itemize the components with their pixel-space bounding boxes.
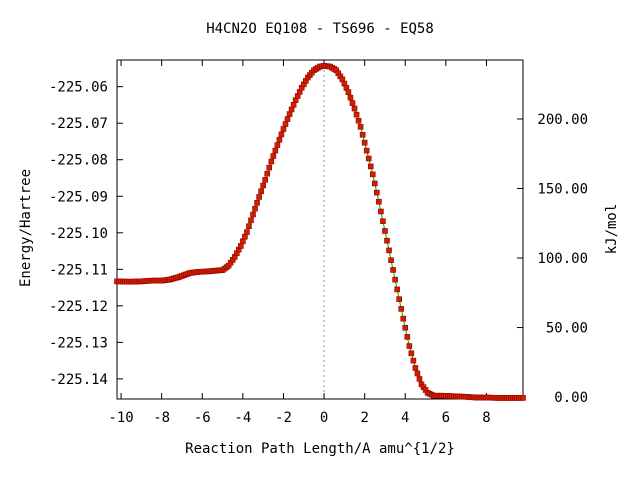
y-tick-label: -225.10 <box>49 226 108 242</box>
data-point <box>406 343 413 349</box>
data-point <box>416 376 423 382</box>
y-tick-label: -225.13 <box>49 335 108 351</box>
data-point <box>355 117 362 124</box>
y-tick-label: -225.11 <box>49 262 108 278</box>
data-point <box>363 147 370 154</box>
data-point <box>412 365 419 371</box>
data-point <box>382 228 388 234</box>
y2-axis-label: kJ/mol <box>604 204 620 255</box>
y2-axis-ticks: 0.00 50.00 100.00 150.00 200.00 <box>517 112 588 406</box>
x-tick-label: 2 <box>360 410 368 426</box>
data-point <box>278 131 285 138</box>
data-point <box>254 200 260 206</box>
y2-tick-label: 200.00 <box>537 112 588 128</box>
x-tick-label: 6 <box>442 410 450 426</box>
data-point <box>351 105 358 112</box>
data-point <box>264 170 271 177</box>
data-point <box>398 306 405 312</box>
data-point <box>353 111 360 118</box>
data-point <box>520 395 526 401</box>
data-point <box>270 153 277 159</box>
data-point <box>378 208 384 215</box>
plot-frame <box>116 59 524 400</box>
x-tick-label: -8 <box>153 410 170 426</box>
data-point <box>404 334 411 340</box>
y2-tick-label: 50.00 <box>546 321 588 337</box>
data-point <box>380 218 386 225</box>
data-point <box>365 155 372 162</box>
x-tick-label: -2 <box>275 410 292 426</box>
data-point <box>400 315 407 322</box>
data-point <box>414 370 421 377</box>
y-axis-ticks: -225.06 -225.07 -225.08 -225.09 -225.10 -225.… <box>49 80 123 388</box>
data-point <box>361 139 368 146</box>
data-point <box>408 350 415 357</box>
y2-tick-label: 0.00 <box>554 390 588 406</box>
x-tick-label: 4 <box>401 410 409 426</box>
data-point <box>390 267 396 273</box>
data-point <box>272 147 279 154</box>
data-point <box>388 257 394 263</box>
data-point <box>374 189 380 196</box>
data-point <box>246 223 252 230</box>
data-point <box>376 198 382 205</box>
data-point <box>386 247 392 254</box>
y-tick-label: -225.06 <box>49 80 108 96</box>
data-point <box>402 324 409 331</box>
data-point <box>250 211 256 218</box>
data-point <box>276 136 283 143</box>
data-point <box>282 121 289 127</box>
data-point <box>238 243 244 249</box>
data-point <box>290 102 297 108</box>
data-point <box>392 276 398 283</box>
y-tick-label: -225.12 <box>49 299 108 315</box>
data-point <box>372 180 378 187</box>
data-point <box>248 217 254 224</box>
data-point <box>280 126 287 132</box>
y-tick-label: -225.07 <box>49 116 108 132</box>
data-point <box>288 106 295 113</box>
data-point <box>252 205 258 212</box>
chart-title: H4CN2O EQ108 - TS696 - EQ58 <box>206 21 434 37</box>
data-point <box>266 164 273 171</box>
data-point <box>367 163 374 170</box>
x-axis-ticks: -10 -8 -6 -4 -2 0 2 4 6 8 <box>108 60 491 426</box>
energy-series <box>114 63 526 401</box>
x-axis-label: Reaction Path Length/A amu^{1/2} <box>185 441 455 457</box>
y2-tick-label: 150.00 <box>537 181 588 197</box>
y-tick-label: -225.08 <box>49 153 108 169</box>
series-line <box>116 65 523 399</box>
x-tick-label: 8 <box>482 410 490 426</box>
y2-tick-label: 100.00 <box>537 251 588 267</box>
x-tick-label: -10 <box>108 410 133 426</box>
x-tick-label: -6 <box>194 410 211 426</box>
data-point <box>284 116 291 122</box>
data-point <box>410 357 417 364</box>
data-point <box>244 229 250 235</box>
x-tick-label: -4 <box>234 410 251 426</box>
data-point <box>345 89 352 95</box>
data-point <box>258 188 264 195</box>
x-tick-label: 0 <box>320 410 328 426</box>
data-point <box>394 286 400 293</box>
data-point <box>268 158 275 165</box>
data-point <box>256 194 262 200</box>
data-point <box>240 238 246 245</box>
data-point <box>347 94 354 101</box>
y-tick-label: -225.14 <box>49 372 108 388</box>
data-point <box>359 131 366 138</box>
data-point <box>369 171 376 178</box>
data-point <box>357 124 364 130</box>
data-point <box>384 237 390 244</box>
data-point <box>396 296 402 302</box>
data-point <box>260 182 266 189</box>
data-point <box>274 142 281 148</box>
data-point <box>242 233 248 240</box>
y-axis-label: Energy/Hartree <box>18 169 34 287</box>
y-tick-label: -225.09 <box>49 189 108 205</box>
data-point <box>286 111 293 117</box>
data-point <box>262 177 268 183</box>
data-point <box>349 100 356 106</box>
